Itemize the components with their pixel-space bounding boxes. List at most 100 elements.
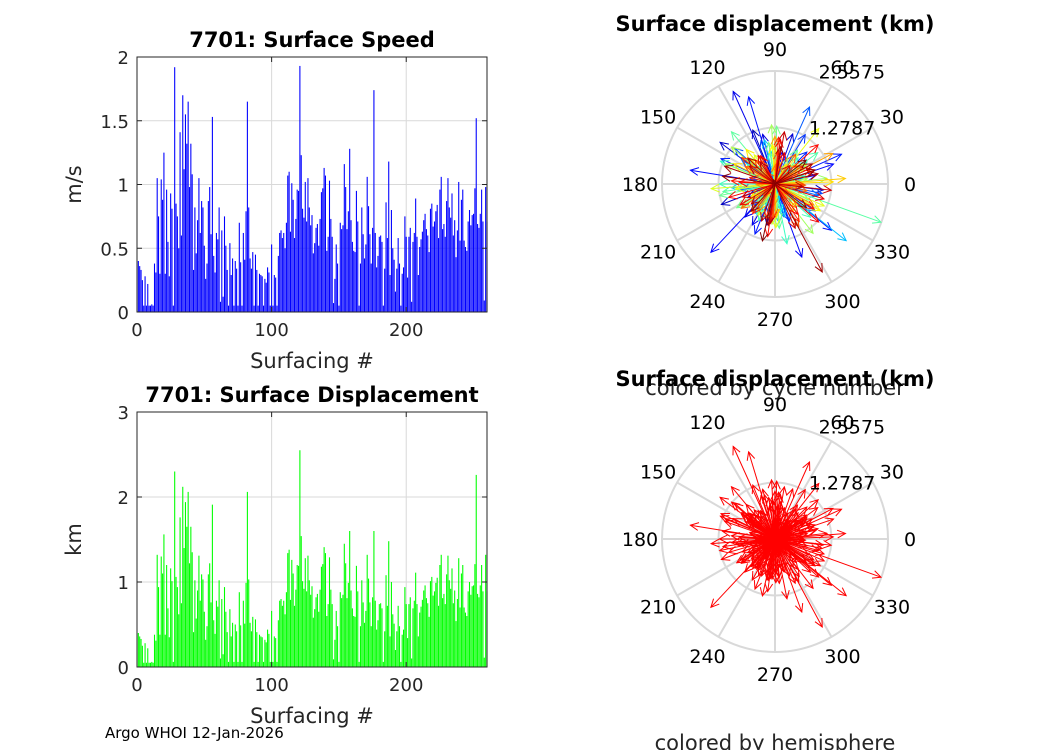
bar [194, 580, 196, 667]
bar [328, 180, 331, 312]
displacement-arrow [774, 532, 846, 540]
arrow-head [785, 487, 795, 499]
bar [429, 581, 431, 667]
bar [190, 143, 192, 312]
bar [319, 589, 321, 667]
bar [483, 657, 485, 667]
bar [298, 565, 300, 667]
arrow-head [772, 533, 781, 544]
bar [174, 67, 176, 312]
bar [226, 269, 228, 312]
arrow-head [824, 517, 835, 526]
arrow-head [778, 130, 788, 141]
displacement-arrow [774, 538, 788, 599]
arrow-head [808, 151, 819, 161]
bar [435, 582, 437, 667]
arrow-head [801, 208, 812, 219]
bar [384, 631, 386, 667]
bar [471, 586, 473, 667]
bar [419, 246, 421, 312]
displacement-arrow [774, 514, 807, 540]
bar [164, 634, 166, 667]
bar [295, 218, 297, 312]
arrow-head [709, 538, 720, 548]
theta-tick-label: 150 [640, 462, 676, 484]
bar [148, 305, 150, 313]
x-axis-label: Surfacing # [250, 704, 374, 728]
displacement-arrow [774, 520, 791, 540]
arrow-head [721, 173, 732, 182]
arrow-head [809, 544, 820, 553]
arrow-head [753, 225, 762, 236]
bar [467, 591, 469, 667]
bar [222, 296, 224, 312]
bar [456, 230, 458, 312]
bar [143, 662, 145, 667]
displacement-arrow [735, 183, 776, 190]
x-tick-label: 0 [131, 675, 142, 696]
arrow-head [734, 538, 745, 548]
bar [477, 224, 479, 312]
x-tick-label: 100 [254, 675, 288, 696]
bar [392, 614, 394, 667]
bar [350, 220, 352, 312]
bar [285, 222, 287, 312]
bar [217, 606, 219, 667]
bar [149, 662, 151, 667]
polar-title: Surface displacement (km) [615, 367, 934, 391]
bar [254, 254, 256, 313]
bar [225, 611, 227, 667]
bar [268, 633, 270, 667]
displacement-arrow [732, 446, 776, 540]
bar [378, 236, 380, 312]
arrow-head [745, 503, 755, 514]
bar [260, 636, 262, 667]
bar [331, 604, 333, 667]
bar [361, 207, 363, 312]
bar [306, 591, 308, 667]
bar [156, 554, 158, 667]
bar [263, 661, 265, 667]
arrow-head [822, 221, 833, 231]
displacement-arrow [739, 183, 776, 206]
bar [268, 272, 270, 312]
bar [423, 590, 425, 667]
r-tick-label: 1.2787 [809, 472, 875, 494]
bar [269, 661, 271, 667]
bar [473, 585, 475, 667]
arrow-head [751, 215, 760, 226]
bar [215, 232, 217, 312]
polar-title: Surface displacement (km) [615, 12, 934, 36]
bar [179, 517, 181, 667]
arrow-head [767, 478, 777, 489]
displacement-arrow [722, 175, 776, 185]
bar [223, 587, 226, 667]
bar [277, 620, 279, 667]
bar [148, 662, 150, 667]
bar [420, 606, 422, 667]
x-axis-label: Surfacing # [250, 349, 374, 373]
arrow-head [794, 602, 804, 614]
displacement-arrow [747, 512, 776, 540]
bar [201, 201, 203, 312]
displacement-arrow [750, 538, 776, 567]
arrow-head [689, 167, 700, 176]
displacement-arrow [750, 538, 776, 560]
bar [474, 564, 476, 667]
arrow-head [822, 576, 833, 586]
arrow-head [797, 199, 808, 209]
bar [337, 263, 339, 312]
bar [443, 593, 445, 667]
bar [417, 275, 419, 312]
bar [439, 565, 441, 667]
bar [397, 605, 399, 667]
arrow-head [778, 506, 787, 517]
bar [170, 193, 172, 312]
x-tick-label: 200 [389, 320, 423, 341]
bar [283, 232, 285, 312]
bar [228, 661, 230, 667]
bar [179, 132, 181, 312]
arrow-head [787, 153, 797, 164]
bar [318, 611, 320, 667]
arrow-head [809, 143, 819, 154]
